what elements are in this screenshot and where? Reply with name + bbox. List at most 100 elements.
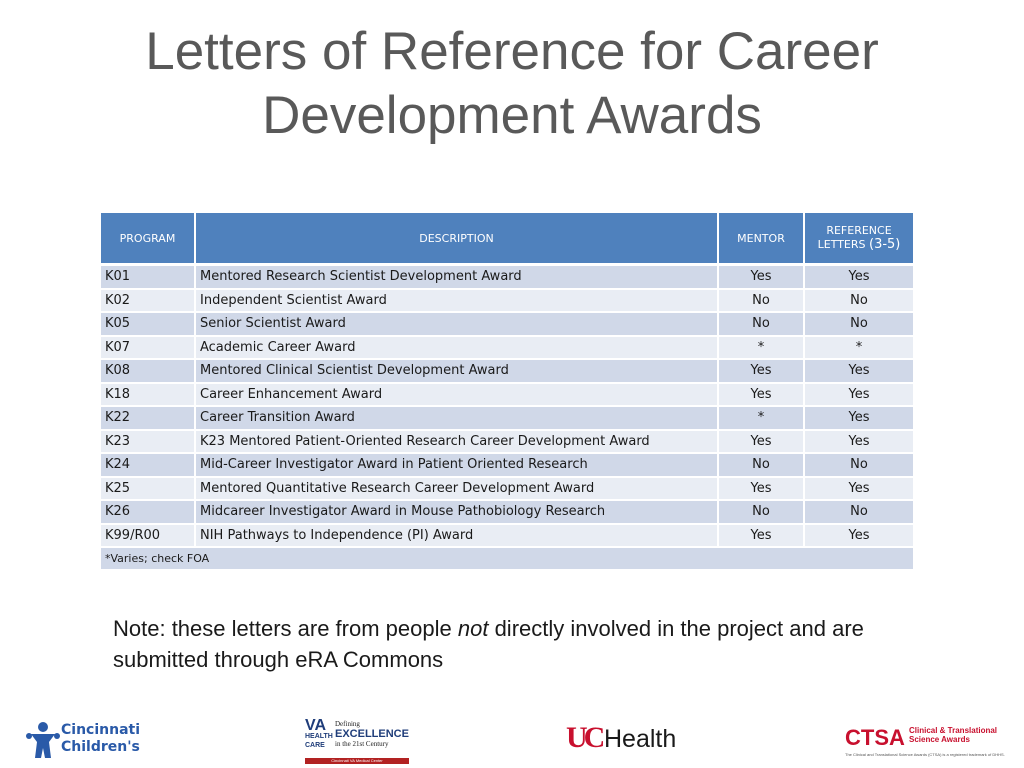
cell-mentor: Yes [718,523,805,548]
table-row: K24 Mid-Career Investigator Award in Pati… [101,453,913,478]
header-reference-letters: REFERENCE LETTERS (3-5) [804,213,913,266]
cell-mentor: Yes [718,382,805,407]
va-health: HEALTH [305,733,333,740]
cell-mentor: No [718,500,805,525]
table-row: K23 K23 Mentored Patient-Oriented Researc… [101,429,913,454]
header-reference-line-2: LETTERS [817,238,866,251]
cell-reference-letters: No [804,288,913,313]
ctsa-logo: CTSA Clinical & Translational Science Aw… [845,724,1020,764]
cell-reference-letters: Yes [804,382,913,407]
cell-description: Senior Scientist Award [195,312,719,337]
uc-health-logo: UC Health [566,722,691,758]
header-reference-line-1: REFERENCE [826,224,892,237]
cell-program: K99/R00 [101,523,196,548]
children-figure-icon [26,722,60,758]
va-defining: Defining [335,720,360,728]
cell-program: K25 [101,476,196,501]
cch-line-1: Cincinnati [61,722,141,738]
cell-description: Midcareer Investigator Award in Mouse Pa… [195,500,719,525]
cell-program: K23 [101,429,196,454]
cell-reference-letters: No [804,453,913,478]
cell-program: K05 [101,312,196,337]
cell-mentor: No [718,288,805,313]
header-reference-range: (3-5) [869,237,901,252]
cell-description: Mentored Clinical Scientist Development … [195,359,719,384]
table-row: K26 Midcareer Investigator Award in Mouse… [101,500,913,525]
cell-description: Independent Scientist Award [195,288,719,313]
ctsa-name-line-2: Science Awards [909,735,970,744]
note-text: Note: these letters are from people not … [113,613,933,675]
table-row: K01 Mentored Research Scientist Developme… [101,264,913,290]
cell-program: K01 [101,264,196,290]
cell-program: K24 [101,453,196,478]
cell-mentor: Yes [718,429,805,454]
cell-description: Career Enhancement Award [195,382,719,407]
cell-description: Academic Career Award [195,335,719,360]
table-row: K02 Independent Scientist Award No No [101,288,913,313]
cell-program: K07 [101,335,196,360]
table-row: K22 Career Transition Award * Yes [101,406,913,431]
cell-reference-letters: No [804,312,913,337]
cell-mentor: * [718,406,805,431]
cell-program: K02 [101,288,196,313]
slide-title-line-1: Letters of Reference for Career [145,22,879,81]
cell-description: NIH Pathways to Independence (PI) Award [195,523,719,548]
cell-reference-letters: No [804,500,913,525]
cell-mentor: * [718,335,805,360]
table-row: K18 Career Enhancement Award Yes Yes [101,382,913,407]
table-row: K05 Senior Scientist Award No No [101,312,913,337]
ctsa-acronym: CTSA [845,725,905,750]
table-row: K25 Mentored Quantitative Research Career… [101,476,913,501]
cell-mentor: No [718,312,805,337]
header-program: PROGRAM [101,213,196,266]
cell-mentor: Yes [718,264,805,290]
cell-reference-letters: Yes [804,476,913,501]
cell-description: Career Transition Award [195,406,719,431]
cell-mentor: No [718,453,805,478]
cell-mentor: Yes [718,359,805,384]
va-care: CARE [305,742,325,749]
table-row: K07 Academic Career Award * * [101,335,913,360]
cell-reference-letters: Yes [804,523,913,548]
cell-mentor: Yes [718,476,805,501]
table-header-row: PROGRAM DESCRIPTION MENTOR REFERENCE LET… [101,213,913,266]
slide-title-line-2: Development Awards [262,86,762,145]
va-health-care-logo: VA HEALTH CARE Defining EXCELLENCE in th… [305,717,409,764]
cell-program: K26 [101,500,196,525]
table-row: K99/R00 NIH Pathways to Independence (PI)… [101,523,913,548]
header-mentor: MENTOR [718,213,805,266]
cell-program: K18 [101,382,196,407]
note-emphasis: not [457,616,489,641]
uc-health-text: Health [604,725,677,753]
cell-reference-letters: Yes [804,406,913,431]
cincinnati-childrens-logo: Cincinnati Children's [23,718,153,762]
cell-reference-letters: * [804,335,913,360]
cell-reference-letters: Yes [804,264,913,290]
va-center-bar: Cincinnati VA Medical Center [305,758,409,764]
header-description: DESCRIPTION [195,213,719,266]
cell-program: K22 [101,406,196,431]
ctsa-trademark: The Clinical and Translational Science A… [845,752,1005,757]
slide-title: Letters of Reference for Career Developm… [0,20,1024,148]
table-footnote-row: *Varies; check FOA [101,547,913,571]
cell-reference-letters: Yes [804,429,913,454]
cch-line-2: Children's [61,739,140,755]
cell-program: K08 [101,359,196,384]
va-center: Cincinnati VA Medical Center [331,758,383,763]
uc-mark: UC [566,721,605,754]
note-before: Note: these letters are from people [113,616,458,641]
ctsa-name-line-1: Clinical & Translational [909,726,998,735]
table-footnote: *Varies; check FOA [101,547,913,571]
cell-description: Mid-Career Investigator Award in Patient… [195,453,719,478]
va-mark: VA [305,717,327,734]
cell-description: Mentored Quantitative Research Career De… [195,476,719,501]
cell-description: K23 Mentored Patient-Oriented Research C… [195,429,719,454]
table-row: K08 Mentored Clinical Scientist Developme… [101,359,913,384]
cell-description: Mentored Research Scientist Development … [195,264,719,290]
note-after: directly involved in the project and are… [113,616,864,672]
va-excellence: EXCELLENCE [335,728,409,740]
cell-reference-letters: Yes [804,359,913,384]
va-century: in the 21st Century [335,740,389,748]
table-body: K01 Mentored Research Scientist Developme… [101,264,913,571]
awards-table: PROGRAM DESCRIPTION MENTOR REFERENCE LET… [101,213,913,571]
